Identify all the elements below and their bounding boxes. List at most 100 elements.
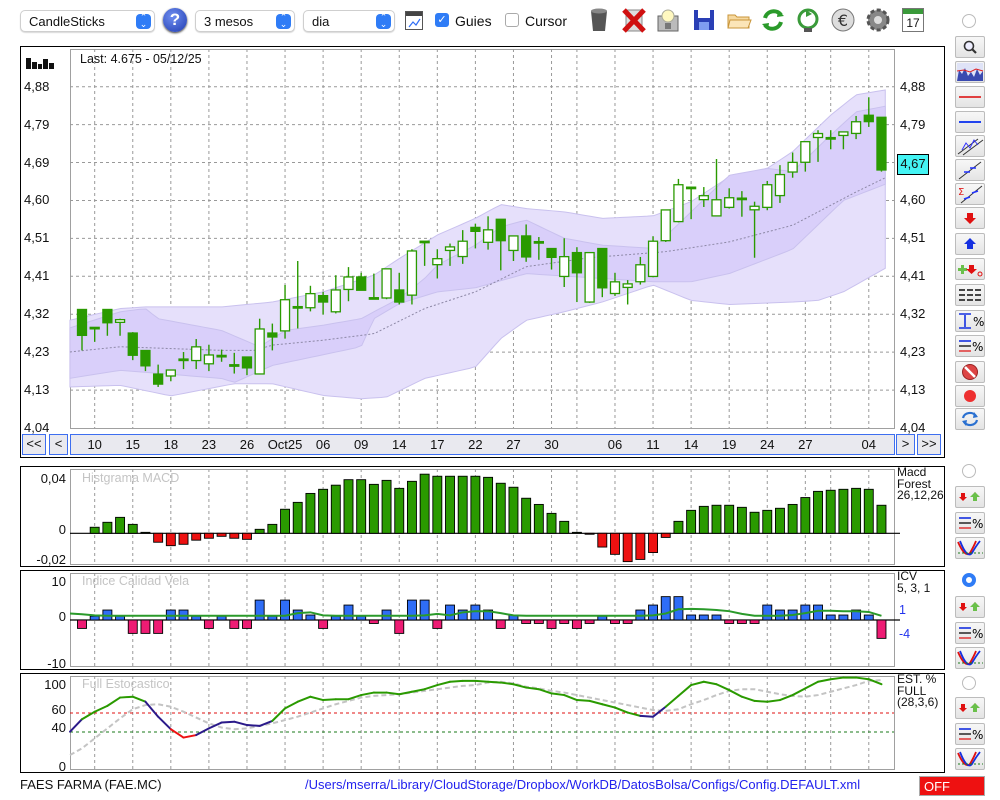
- record-button[interactable]: [955, 385, 985, 407]
- save-icon[interactable]: [690, 6, 718, 34]
- add-signal-button[interactable]: [955, 258, 985, 280]
- icv-panel-radio[interactable]: [962, 573, 976, 587]
- zoom-icon: [963, 40, 977, 54]
- blue-up-arrow-button[interactable]: [955, 233, 985, 255]
- blue-line-button[interactable]: [955, 111, 985, 133]
- oscillator-curve-button[interactable]: [955, 647, 985, 669]
- channel-icon: [957, 138, 984, 156]
- oscillator-curve-button[interactable]: [955, 537, 985, 559]
- y-tick-label-right: 4,32: [900, 306, 926, 322]
- last-price-label: Last: 4.675 - 05/12/25: [80, 52, 202, 66]
- channel-button[interactable]: [955, 135, 985, 157]
- recycle-icon[interactable]: [794, 6, 822, 34]
- trendline-arrows-button[interactable]: [955, 159, 985, 181]
- legend-line: Macd: [897, 465, 927, 479]
- y-tick-label: 4,32: [24, 306, 50, 322]
- oscillator-curve-button[interactable]: [955, 748, 985, 770]
- lightbulb-icon[interactable]: [654, 6, 682, 34]
- dashed-lines-button[interactable]: [955, 284, 985, 306]
- volume-bars-icon[interactable]: [26, 55, 56, 69]
- mini-chart-button[interactable]: [955, 61, 985, 83]
- height-percent-button[interactable]: %: [955, 310, 985, 332]
- macd-panel-radio[interactable]: [962, 464, 976, 478]
- chevron-updown-icon: ⌃ ⌄: [376, 13, 391, 29]
- svg-text:%: %: [973, 315, 984, 329]
- icv-y-label: 10: [51, 574, 66, 589]
- refresh-icon[interactable]: [759, 6, 787, 34]
- lines-percent-button[interactable]: %: [955, 622, 985, 644]
- sync-icon: [961, 411, 979, 427]
- x-date-label: 27: [798, 437, 813, 452]
- nav-last-button[interactable]: >>: [917, 434, 941, 455]
- calendar-icon[interactable]: 17: [902, 8, 924, 32]
- sigma-trendline-button[interactable]: Σ: [955, 183, 985, 205]
- cursor-checkbox[interactable]: [505, 13, 519, 27]
- lines-percent-button[interactable]: %: [955, 335, 985, 357]
- date-scrollbar[interactable]: [70, 434, 895, 455]
- sell-buy-signal-button[interactable]: [955, 697, 985, 719]
- guides-checkbox[interactable]: ✓: [435, 13, 449, 27]
- folder-icon[interactable]: [725, 6, 753, 34]
- red-down-arrow-button[interactable]: [955, 207, 985, 229]
- lines-percent-button[interactable]: %: [955, 723, 985, 745]
- oscillator-curve-icon: [957, 751, 983, 767]
- nav-next-button[interactable]: >: [896, 434, 915, 455]
- macd-y-label: -0,02: [36, 552, 66, 567]
- x-date-label: 06: [607, 437, 623, 452]
- legend-line: EST. %: [897, 672, 937, 686]
- x-date-label: 10: [87, 437, 102, 452]
- y-tick-label-right: 4,60: [900, 192, 926, 208]
- y-tick-label-right: 4,88: [900, 78, 926, 94]
- euro-icon[interactable]: €: [829, 6, 857, 34]
- chevron-updown-icon: ⌃ ⌄: [136, 13, 151, 29]
- sell-buy-signal-button[interactable]: [955, 486, 985, 508]
- chart-type-select[interactable]: CandleSticks ⌃ ⌄: [20, 10, 155, 32]
- price-plot-area[interactable]: [70, 49, 895, 429]
- red-line-button[interactable]: [955, 86, 985, 108]
- macd-legend: Macd Forest 26,12,26: [897, 465, 944, 502]
- macd-title: Histgrama MACD: [82, 471, 180, 485]
- y-tick-label-right: 4,41: [900, 268, 926, 284]
- zoom-button[interactable]: [955, 36, 985, 58]
- macd-plot-area[interactable]: [70, 469, 895, 565]
- blue-line-icon: [959, 121, 981, 123]
- stoch-panel-radio[interactable]: [962, 676, 976, 690]
- chart-type-value: CandleSticks: [29, 14, 105, 29]
- y-tick-label-right: 4,79: [900, 116, 926, 132]
- y-tick-label: 4,13: [24, 382, 50, 398]
- sync-button[interactable]: [955, 408, 985, 430]
- sell-buy-signal-button[interactable]: [955, 596, 985, 618]
- macd-y-label: 0: [58, 522, 66, 537]
- interval-select[interactable]: dia ⌃ ⌄: [303, 10, 395, 32]
- x-date-label: 14: [683, 437, 699, 452]
- x-date-label: 11: [646, 437, 660, 452]
- icv-plot-area[interactable]: [70, 573, 895, 667]
- period-select[interactable]: 3 mesos ⌃ ⌄: [195, 10, 295, 32]
- lines-percent-icon: %: [959, 728, 983, 742]
- x-date-label: 17: [430, 437, 445, 452]
- stoch-plot-area[interactable]: [70, 676, 895, 770]
- no-entry-button[interactable]: [955, 361, 985, 383]
- stoch-legend: EST. % FULL (28,3,6): [897, 672, 938, 709]
- main-panel-radio[interactable]: [962, 14, 976, 28]
- trash-icon[interactable]: [585, 6, 613, 34]
- off-status-button[interactable]: OFF: [919, 776, 985, 796]
- svg-text:€: €: [838, 11, 848, 30]
- height-percent-icon: %: [959, 313, 984, 329]
- lines-percent-button[interactable]: %: [955, 512, 985, 534]
- chart-window-icon[interactable]: [405, 11, 423, 30]
- stoch-y-label: 0: [58, 759, 66, 774]
- config-path-link[interactable]: /Users/mserra/Library/CloudStorage/Dropb…: [305, 777, 861, 792]
- nav-prev-button[interactable]: <: [49, 434, 68, 455]
- icv-title: Indice Calidad Vela: [82, 574, 190, 588]
- x-date-label: 15: [125, 437, 140, 452]
- delete-icon[interactable]: [620, 6, 648, 34]
- legend-line: ICV: [897, 569, 918, 583]
- gear-icon[interactable]: [864, 6, 892, 34]
- red-line-icon: [959, 96, 981, 98]
- red-down-arrow-icon: [964, 213, 976, 224]
- legend-line: Forest: [897, 476, 932, 491]
- x-date-label: 26: [239, 437, 255, 452]
- help-icon[interactable]: ?: [163, 8, 187, 32]
- nav-first-button[interactable]: <<: [22, 434, 46, 455]
